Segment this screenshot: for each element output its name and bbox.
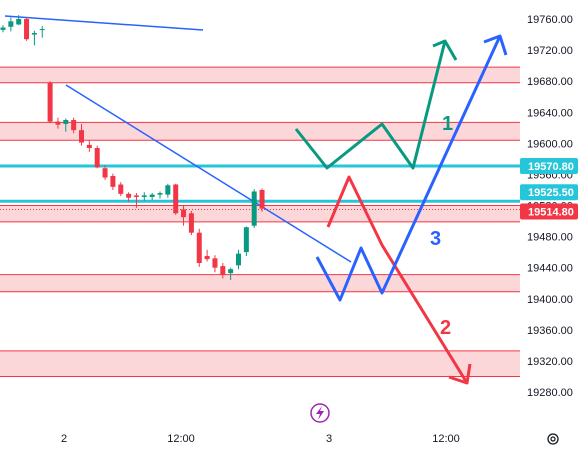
price-badge-1	[520, 184, 578, 201]
projection-paths	[294, 34, 508, 385]
candle-body-11	[86, 144, 92, 148]
scenario-2-path	[326, 175, 469, 384]
candle-body-10	[79, 130, 84, 143]
lightning-icon[interactable]	[310, 403, 330, 423]
candle-body-13	[102, 168, 108, 178]
candle-body-19	[149, 194, 155, 197]
candle-body-31	[243, 227, 249, 253]
x-tick-0: 2	[61, 433, 67, 445]
candle-body-21	[165, 185, 171, 195]
candle-body-29	[228, 269, 234, 274]
scenario-label-2: 2	[440, 317, 451, 339]
candle-body-28	[220, 266, 226, 275]
trend-lines	[4, 15, 352, 263]
candle-body-20	[157, 193, 163, 195]
scenario-label-3: 3	[430, 228, 441, 250]
candle-body-27	[212, 258, 218, 268]
price-axis[interactable]: 19760.00 19720.00 19680.00 19640.00 19600.00…	[527, 14, 573, 399]
candle-body-32	[251, 191, 257, 226]
candle-body-7	[55, 121, 61, 125]
y-tick-7: 19480.00	[527, 232, 573, 244]
x-tick-1: 12:00	[167, 433, 195, 445]
scenario-labels: 1 2 3	[430, 113, 453, 339]
candle-body-26	[204, 256, 210, 260]
candle-body-0	[0, 27, 6, 30]
zone-4	[0, 350, 520, 377]
candle-body-14	[110, 175, 116, 187]
scenario-label-1: 1	[442, 113, 453, 135]
scenario-3-arrowhead	[483, 34, 508, 56]
candle-body-17	[133, 195, 139, 197]
y-tick-10: 19360.00	[527, 325, 573, 337]
time-axis[interactable]: 2 12:00 3 12:00	[61, 433, 460, 445]
y-tick-9: 19400.00	[527, 294, 573, 306]
y-tick-8: 19440.00	[527, 263, 573, 275]
x-tick-3: 12:00	[432, 433, 460, 445]
scenario-3-path	[315, 35, 502, 302]
candle-body-3	[24, 19, 30, 40]
y-tick-0: 19760.00	[527, 14, 573, 26]
y-tick-4: 19600.00	[527, 138, 573, 150]
candle-body-8	[63, 120, 69, 124]
scenario-1-arrowhead	[432, 39, 458, 61]
candle-body-23	[181, 209, 187, 218]
settings-gear-icon[interactable]	[547, 433, 559, 445]
y-tick-12: 19280.00	[527, 387, 573, 399]
candle-body-9	[71, 120, 77, 131]
descending-trendline	[65, 84, 352, 263]
candle-body-2	[16, 19, 22, 25]
price-badge-0	[520, 158, 578, 175]
candle-body-1	[8, 21, 14, 27]
candlesticks	[0, 15, 265, 281]
price-badge-2	[520, 203, 578, 220]
candle-body-6	[47, 82, 53, 122]
candle-body-22	[173, 184, 179, 214]
price-badge-text-1: 19525.50	[528, 187, 574, 199]
y-tick-11: 19320.00	[527, 356, 573, 368]
zone-3	[0, 274, 520, 292]
candle-body-33	[259, 189, 265, 209]
y-tick-1: 19720.00	[527, 45, 573, 57]
candle-body-18	[141, 195, 147, 197]
candle-body-15	[118, 184, 124, 194]
y-tick-3: 19640.00	[527, 107, 573, 119]
zone-0	[0, 67, 520, 83]
y-tick-2: 19680.00	[527, 76, 573, 88]
upper-trendline	[4, 15, 204, 31]
candle-body-30	[236, 253, 241, 266]
candle-body-24	[188, 213, 194, 233]
candle-body-12	[94, 147, 100, 168]
candle-body-16	[126, 193, 132, 198]
scenario-1-path	[294, 40, 447, 170]
x-tick-2: 3	[326, 433, 332, 445]
price-badge-text-0: 19570.80	[528, 161, 574, 173]
price-badges: 19570.80 19525.50 19514.80	[520, 158, 578, 220]
candle-body-5	[39, 29, 45, 31]
price-badge-text-2: 19514.80	[528, 207, 574, 219]
candle-body-4	[31, 32, 37, 35]
scenario-2-arrowhead	[448, 363, 472, 385]
candle-body-25	[196, 232, 202, 264]
